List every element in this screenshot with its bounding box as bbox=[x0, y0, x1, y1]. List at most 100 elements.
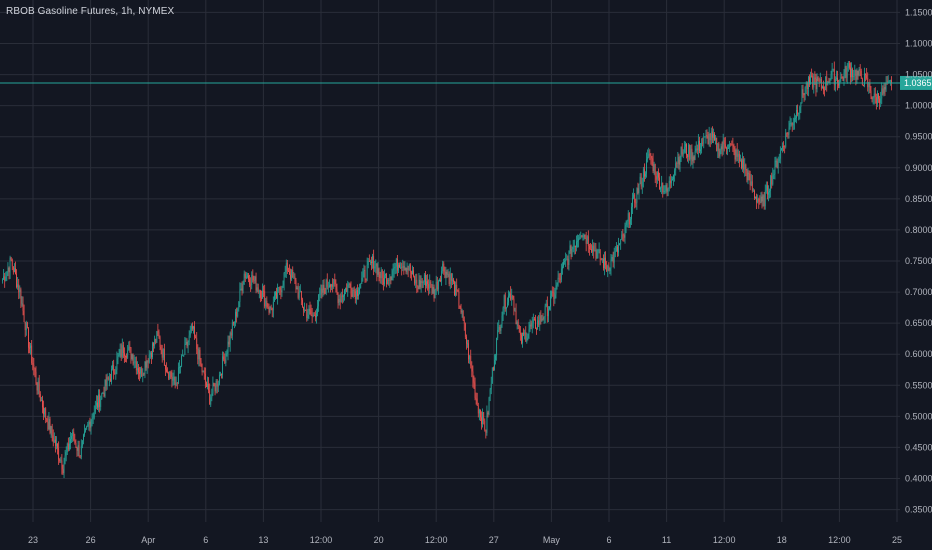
candle-body bbox=[485, 429, 487, 433]
candle-body bbox=[370, 261, 371, 263]
candle-body bbox=[281, 287, 283, 293]
candle-body bbox=[280, 290, 282, 293]
candle-body bbox=[824, 89, 825, 91]
candle-body bbox=[545, 303, 547, 306]
candle-body bbox=[758, 199, 760, 202]
candle-body bbox=[76, 447, 78, 451]
candle-body bbox=[512, 295, 514, 299]
candle-body bbox=[431, 284, 433, 294]
candle-body bbox=[92, 417, 94, 419]
y-tick-label: 0.6500 bbox=[905, 318, 932, 328]
candle-body bbox=[861, 78, 863, 86]
candle-body bbox=[747, 172, 749, 181]
candle-body bbox=[634, 194, 636, 203]
candle-body bbox=[335, 284, 337, 290]
y-tick-label: 0.9500 bbox=[905, 132, 932, 142]
candle-body bbox=[823, 86, 824, 90]
candle-body bbox=[456, 284, 458, 291]
candle-body bbox=[317, 306, 318, 314]
candle-body bbox=[131, 354, 133, 359]
candle-body bbox=[860, 71, 862, 79]
candle-body bbox=[840, 76, 842, 82]
candle-body bbox=[704, 136, 706, 138]
candle-body bbox=[681, 146, 683, 155]
candle-body bbox=[721, 146, 723, 150]
candle-body bbox=[829, 78, 831, 83]
candle-body bbox=[153, 343, 154, 346]
candle-body bbox=[185, 342, 187, 344]
candle-body bbox=[88, 421, 90, 425]
candle-body bbox=[773, 174, 775, 175]
candle-body bbox=[73, 432, 75, 441]
candle-body bbox=[351, 294, 353, 297]
candle-body bbox=[689, 144, 691, 160]
candle-body bbox=[654, 164, 656, 177]
candle-body bbox=[530, 324, 532, 327]
candle-body bbox=[360, 283, 362, 289]
candle-body bbox=[49, 419, 51, 433]
candle-body bbox=[527, 333, 529, 339]
candle-body bbox=[216, 380, 218, 387]
candle-body bbox=[258, 290, 260, 292]
candle-body bbox=[187, 341, 189, 347]
candle-body bbox=[32, 362, 34, 365]
candle-body bbox=[655, 176, 657, 180]
candle-body bbox=[516, 322, 518, 325]
candle-body bbox=[887, 80, 889, 83]
candle-body bbox=[645, 173, 646, 177]
candle-body bbox=[507, 302, 508, 308]
candle-body bbox=[877, 93, 878, 104]
candle-body bbox=[245, 276, 247, 279]
candle-body bbox=[251, 275, 253, 285]
candle-body bbox=[141, 368, 143, 377]
candle-body bbox=[200, 361, 202, 365]
candle-body bbox=[318, 294, 320, 307]
candle-body bbox=[476, 398, 478, 406]
candle-body bbox=[472, 371, 474, 382]
y-tick-label: 0.8000 bbox=[905, 225, 932, 235]
candle-body bbox=[874, 93, 876, 97]
x-tick-label: 25 bbox=[892, 535, 902, 545]
candle-body bbox=[105, 379, 107, 386]
candle-body bbox=[429, 281, 431, 289]
candle-body bbox=[119, 349, 121, 355]
candle-body bbox=[261, 297, 262, 299]
candle-body bbox=[321, 288, 323, 293]
candle-body bbox=[787, 133, 789, 135]
candle-body bbox=[16, 274, 17, 287]
candle-body bbox=[89, 421, 91, 428]
candle-body bbox=[36, 383, 38, 391]
candle-body bbox=[97, 402, 98, 408]
candle-body bbox=[726, 147, 727, 150]
candle-body bbox=[404, 267, 406, 271]
candle-body bbox=[533, 318, 535, 320]
candle-body bbox=[678, 157, 680, 165]
candle-body bbox=[492, 367, 494, 370]
candle-body bbox=[310, 310, 312, 315]
candle-body bbox=[110, 378, 111, 382]
candle-body bbox=[448, 274, 450, 285]
candle-body bbox=[524, 332, 526, 335]
candle-body bbox=[706, 135, 708, 137]
candle-body bbox=[843, 72, 845, 81]
candle-body bbox=[80, 445, 82, 458]
candle-body bbox=[21, 303, 23, 305]
candle-body bbox=[803, 94, 805, 96]
candle-body bbox=[730, 143, 732, 145]
candle-body bbox=[135, 361, 137, 371]
candle-body bbox=[305, 309, 307, 311]
candle-body bbox=[46, 418, 48, 422]
y-tick-label: 0.7500 bbox=[905, 256, 932, 266]
candle-body bbox=[208, 384, 209, 391]
candle-body bbox=[793, 118, 795, 123]
candle-body bbox=[93, 412, 95, 418]
candle-body bbox=[745, 164, 747, 171]
candle-body bbox=[367, 261, 369, 266]
candle-body bbox=[387, 279, 389, 285]
candle-body bbox=[284, 272, 286, 274]
y-tick-label: 0.4500 bbox=[905, 442, 932, 452]
candle-body bbox=[136, 368, 138, 371]
candle-body bbox=[56, 443, 57, 446]
